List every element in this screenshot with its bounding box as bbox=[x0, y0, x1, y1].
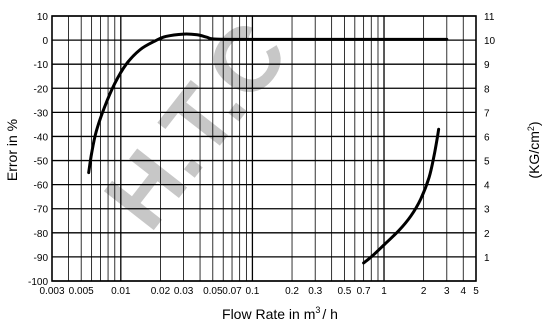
y-left-tick-label: -70 bbox=[34, 205, 49, 216]
pressure-curve bbox=[362, 127, 441, 265]
x-tick-label: 0.07 bbox=[222, 286, 242, 297]
y-right-tick-label: 5 bbox=[484, 157, 490, 168]
x-axis-title: Flow Rate in m3/ h bbox=[222, 305, 338, 322]
error-curve bbox=[87, 32, 449, 175]
plot-frame bbox=[51, 15, 477, 282]
y-right-tick-label: 2 bbox=[484, 229, 490, 240]
x-tick-label: 0.005 bbox=[69, 286, 94, 297]
grid bbox=[51, 15, 477, 282]
x-tick-label: 5 bbox=[473, 286, 479, 297]
y-right-tick-label: 1 bbox=[484, 253, 490, 264]
y-left-tick-label: -50 bbox=[34, 157, 49, 168]
y-axis-left-title: Error in % bbox=[4, 119, 20, 181]
x-tick-label: 0.05 bbox=[203, 286, 223, 297]
x-tick-label: 3 bbox=[444, 286, 450, 297]
y-left-tick-label: -40 bbox=[34, 132, 49, 143]
x-tick-label: 2 bbox=[421, 286, 427, 297]
y-right-tick-label: 4 bbox=[484, 181, 490, 192]
y-right-tick-label: 6 bbox=[484, 132, 490, 143]
y-left-tick-label: -60 bbox=[34, 181, 49, 192]
x-tick-label: 0.2 bbox=[285, 286, 299, 297]
y-right-tick-label: 7 bbox=[484, 108, 490, 119]
x-tick-label: 0.01 bbox=[111, 286, 131, 297]
y-right-tick-label: 3 bbox=[484, 205, 490, 216]
x-tick-label: 0.003 bbox=[39, 286, 64, 297]
y-left-tick-label: -90 bbox=[34, 253, 49, 264]
tick-labels: 0.003 0.005 0.01 0.02 0.03 0.05 0.07 0.1 0.2 0.3 0… bbox=[28, 12, 496, 297]
x-tick-label: 0.3 bbox=[308, 286, 322, 297]
y-axis-right-title: (KG/cm2) bbox=[526, 121, 542, 178]
y-left-tick-label: -30 bbox=[34, 108, 49, 119]
y-left-tick-label: 10 bbox=[37, 12, 49, 23]
curves bbox=[87, 32, 449, 265]
y-left-tick-label: -10 bbox=[34, 60, 49, 71]
y-left-tick-label: 0 bbox=[42, 36, 48, 47]
x-tick-label: 1 bbox=[381, 286, 387, 297]
y-left-tick-label: -100 bbox=[28, 277, 48, 288]
x-tick-label: 4 bbox=[460, 286, 466, 297]
y-right-tick-label: 11 bbox=[484, 12, 495, 23]
x-tick-label: 0.5 bbox=[337, 286, 351, 297]
x-tick-label: 0.7 bbox=[357, 286, 371, 297]
x-tick-label: 0.03 bbox=[174, 286, 194, 297]
y-left-tick-label: -20 bbox=[34, 84, 49, 95]
y-right-tick-label: 8 bbox=[484, 84, 490, 95]
x-tick-label: 0.02 bbox=[151, 286, 171, 297]
y-right-tick-label: 10 bbox=[484, 36, 496, 47]
x-tick-label: 0.1 bbox=[245, 286, 259, 297]
y-right-tick-label: 9 bbox=[484, 60, 490, 71]
y-left-tick-label: -80 bbox=[34, 229, 49, 240]
